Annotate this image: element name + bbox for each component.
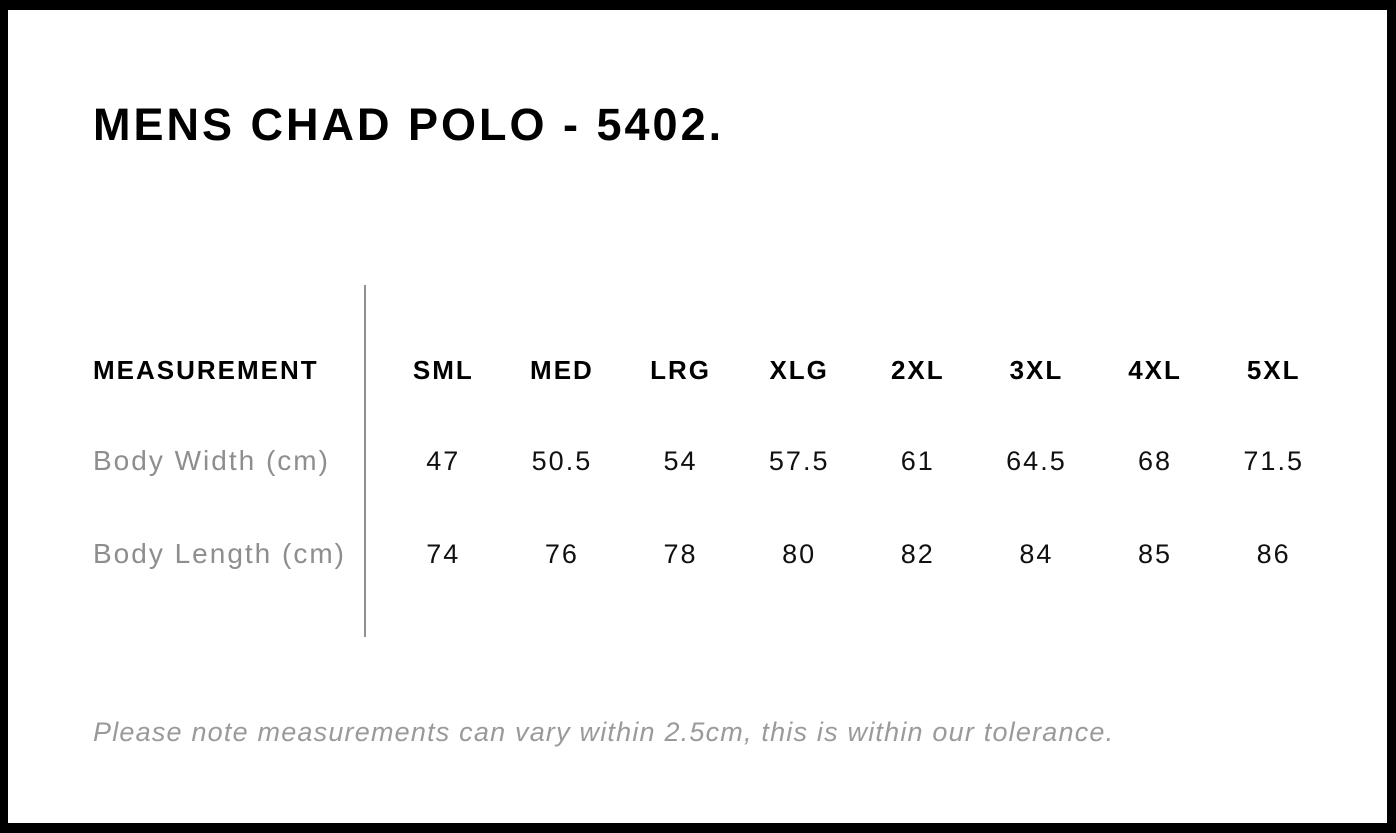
body-width-value-med: 50.5 xyxy=(531,445,593,476)
size-table-header-row: MEASUREMENT SML MED LRG XLG 2XL 3XL 4XL … xyxy=(8,353,1387,387)
body-width-value-2xl: 61 xyxy=(900,445,935,476)
size-column-header-xlg: XLG xyxy=(769,354,829,385)
measurement-row-body-length: Body Length (cm) 74 76 78 80 82 84 85 86 xyxy=(8,537,1387,571)
body-length-value-3xl: 84 xyxy=(1019,538,1054,569)
table-divider xyxy=(364,285,366,637)
body-length-value-sml: 74 xyxy=(426,538,461,569)
body-width-value-sml: 47 xyxy=(426,445,461,476)
row-label-body-length: Body Length (cm) xyxy=(93,538,346,569)
size-column-header-5xl: 5XL xyxy=(1246,354,1301,385)
size-column-header-med: MED xyxy=(530,354,594,385)
body-width-value-xlg: 57.5 xyxy=(768,445,830,476)
size-column-header-2xl: 2XL xyxy=(890,354,945,385)
size-header-cells: SML MED LRG XLG 2XL 3XL 4XL 5XL xyxy=(364,355,1387,386)
body-length-value-xlg: 80 xyxy=(782,538,817,569)
measurement-column-header: MEASUREMENT xyxy=(93,354,319,385)
body-length-value-5xl: 86 xyxy=(1256,538,1291,569)
tolerance-note: Please note measurements can vary within… xyxy=(93,717,1115,747)
size-column-header-4xl: 4XL xyxy=(1128,354,1182,385)
body-width-value-4xl: 68 xyxy=(1138,445,1173,476)
size-column-header-lrg: LRG xyxy=(650,354,711,385)
body-width-value-3xl: 64.5 xyxy=(1006,445,1067,476)
body-length-values: 74 76 78 80 82 84 85 86 xyxy=(364,539,1387,570)
body-length-value-4xl: 85 xyxy=(1138,538,1173,569)
size-column-header-3xl: 3XL xyxy=(1009,354,1064,385)
body-length-value-lrg: 78 xyxy=(663,538,698,569)
row-label-body-width: Body Width (cm) xyxy=(93,445,330,476)
measurement-row-body-width: Body Width (cm) 47 50.5 54 57.5 61 64.5 … xyxy=(8,444,1387,478)
body-length-value-med: 76 xyxy=(544,538,579,569)
body-length-value-2xl: 82 xyxy=(900,538,935,569)
body-width-value-lrg: 54 xyxy=(663,445,698,476)
body-width-values: 47 50.5 54 57.5 61 64.5 68 71.5 xyxy=(364,446,1387,477)
page-title: MENS CHAD POLO - 5402. xyxy=(93,99,725,150)
body-width-value-5xl: 71.5 xyxy=(1243,445,1304,476)
size-column-header-sml: SML xyxy=(412,354,474,385)
